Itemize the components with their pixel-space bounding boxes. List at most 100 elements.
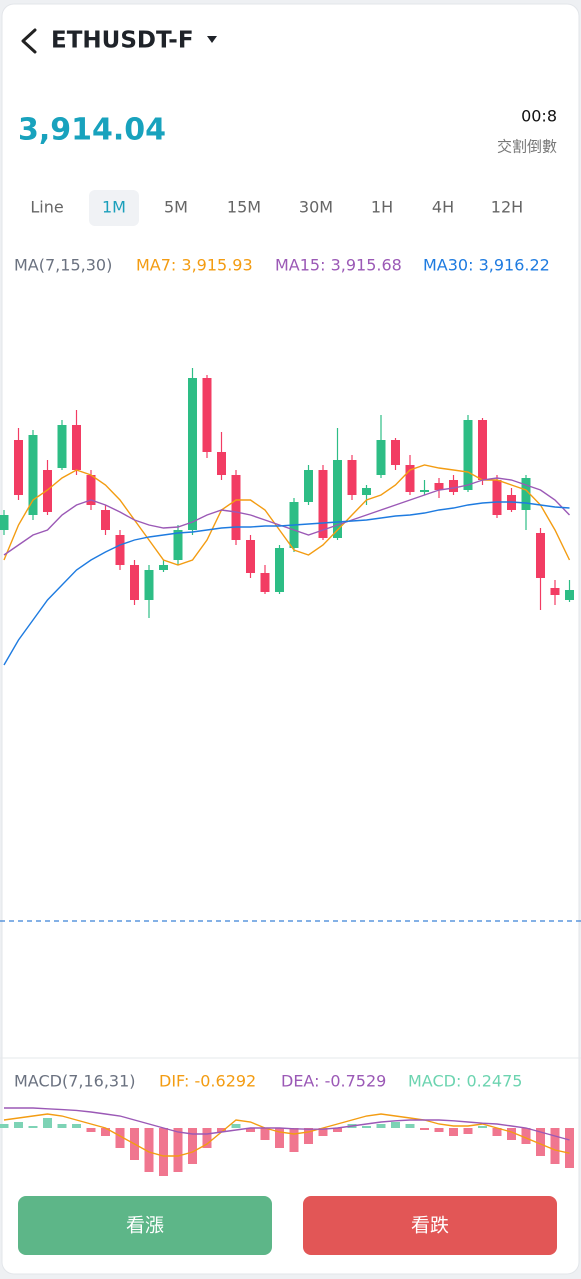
candle-body — [231, 475, 241, 540]
macd-bar — [43, 1118, 52, 1128]
candle-body — [492, 480, 502, 515]
macd-bar — [405, 1124, 415, 1128]
macd-bar — [420, 1128, 429, 1130]
legend-entry: MA30: 3,916.22 — [423, 256, 550, 275]
macd-bar — [202, 1128, 212, 1148]
candle-body — [449, 480, 458, 492]
macd-bar — [72, 1124, 81, 1128]
tab-label[interactable]: Line — [30, 198, 63, 217]
macd-bar — [521, 1128, 531, 1144]
candle-body — [565, 590, 574, 600]
macd-bar — [449, 1128, 458, 1136]
candle-body — [420, 490, 429, 492]
button-bg[interactable] — [303, 1196, 557, 1255]
tab-highlight — [89, 190, 139, 226]
candle-body — [333, 460, 342, 538]
button-label[interactable]: 看漲 — [126, 1215, 164, 1237]
timeframe-tab[interactable]: 12H — [491, 198, 523, 217]
candle-body — [405, 465, 415, 492]
macd-line — [4, 1107, 570, 1141]
macd-bar — [304, 1128, 313, 1144]
button-bg[interactable] — [18, 1196, 272, 1255]
candle-body — [376, 440, 386, 475]
countdown: 00:8 — [521, 107, 557, 126]
candle-body — [463, 420, 473, 490]
price: 3,914.04 — [18, 113, 166, 148]
trade-button[interactable]: 看跌 — [303, 1196, 557, 1255]
macd-bar — [492, 1128, 502, 1136]
trade-button[interactable]: 看漲 — [18, 1196, 272, 1255]
macd-bar — [565, 1128, 574, 1168]
macd-bar — [0, 1124, 9, 1128]
macd-bar — [188, 1128, 197, 1164]
symbol-dropdown[interactable] — [207, 36, 217, 43]
tab-label[interactable]: 15M — [227, 198, 261, 217]
tab-label[interactable]: 1M — [102, 198, 126, 217]
macd-bar — [362, 1126, 371, 1128]
macd-bar — [463, 1128, 473, 1134]
legend-entry: DIF: -0.6292 — [159, 1072, 256, 1091]
macd-bar — [275, 1128, 284, 1148]
macd-bar — [550, 1128, 560, 1164]
macd-line — [3, 1113, 570, 1157]
candle-body — [362, 488, 371, 495]
timeframe-tab[interactable]: 4H — [432, 198, 454, 217]
timeframe-tab[interactable]: 1M — [89, 190, 139, 226]
macd-bar — [391, 1122, 400, 1128]
candle-body — [115, 535, 125, 565]
candle-body — [101, 510, 110, 530]
tab-label[interactable]: 12H — [491, 198, 523, 217]
macd-bar — [159, 1128, 168, 1176]
legend-entry: DEA: -0.7529 — [281, 1072, 386, 1091]
macd-bar — [101, 1128, 110, 1136]
macd-bar — [231, 1124, 241, 1128]
tab-label[interactable]: 4H — [432, 198, 454, 217]
legend-entry: MACD: 0.2475 — [408, 1072, 522, 1091]
candle-body — [318, 470, 328, 538]
candle-body — [478, 420, 487, 480]
candle-body — [260, 573, 270, 592]
indicator-label: MACD(7,16,31) — [14, 1072, 136, 1091]
button-label[interactable]: 看跌 — [411, 1215, 449, 1237]
timeframe-tab[interactable]: Line — [30, 198, 63, 217]
macd-bar — [434, 1128, 444, 1132]
candle-body — [521, 478, 531, 510]
timeframe-tab[interactable]: 30M — [299, 198, 333, 217]
macd-bar — [507, 1128, 516, 1140]
macd-bar — [14, 1122, 23, 1128]
tab-label[interactable]: 30M — [299, 198, 333, 217]
legend-entry: MA7: 3,915.93 — [136, 256, 253, 275]
candle-body — [57, 425, 67, 468]
macd-bar — [173, 1128, 183, 1172]
macd-bar — [536, 1128, 545, 1156]
candle-body — [202, 378, 212, 452]
ma-line — [3, 464, 571, 566]
candle-body — [173, 530, 183, 560]
candle-body — [130, 565, 139, 600]
timeframe-tab[interactable]: 15M — [227, 198, 261, 217]
tab-label[interactable]: 1H — [371, 198, 393, 217]
candle-body — [14, 440, 23, 495]
back-button[interactable] — [21, 28, 37, 54]
ma-line — [3, 501, 570, 666]
macd-bar — [217, 1128, 226, 1132]
candle-body — [347, 460, 357, 495]
macd-bar — [144, 1128, 154, 1172]
candle-body — [536, 533, 545, 578]
macd-bar — [115, 1128, 125, 1148]
candle-body — [72, 425, 81, 470]
candle-body — [43, 470, 52, 512]
macd-bar — [28, 1126, 38, 1128]
tab-label[interactable]: 5M — [164, 198, 188, 217]
macd-bar — [478, 1126, 487, 1128]
macd-bar — [57, 1124, 67, 1128]
candle-body — [159, 565, 168, 570]
candle-body — [246, 540, 255, 573]
timeframe-tab[interactable]: 5M — [164, 198, 188, 217]
symbol[interactable]: ETHUSDT-F — [51, 28, 194, 54]
candle-body — [217, 452, 226, 475]
timeframe-tab[interactable]: 1H — [371, 198, 393, 217]
macd-bar — [376, 1124, 386, 1128]
candle-body — [144, 570, 154, 600]
